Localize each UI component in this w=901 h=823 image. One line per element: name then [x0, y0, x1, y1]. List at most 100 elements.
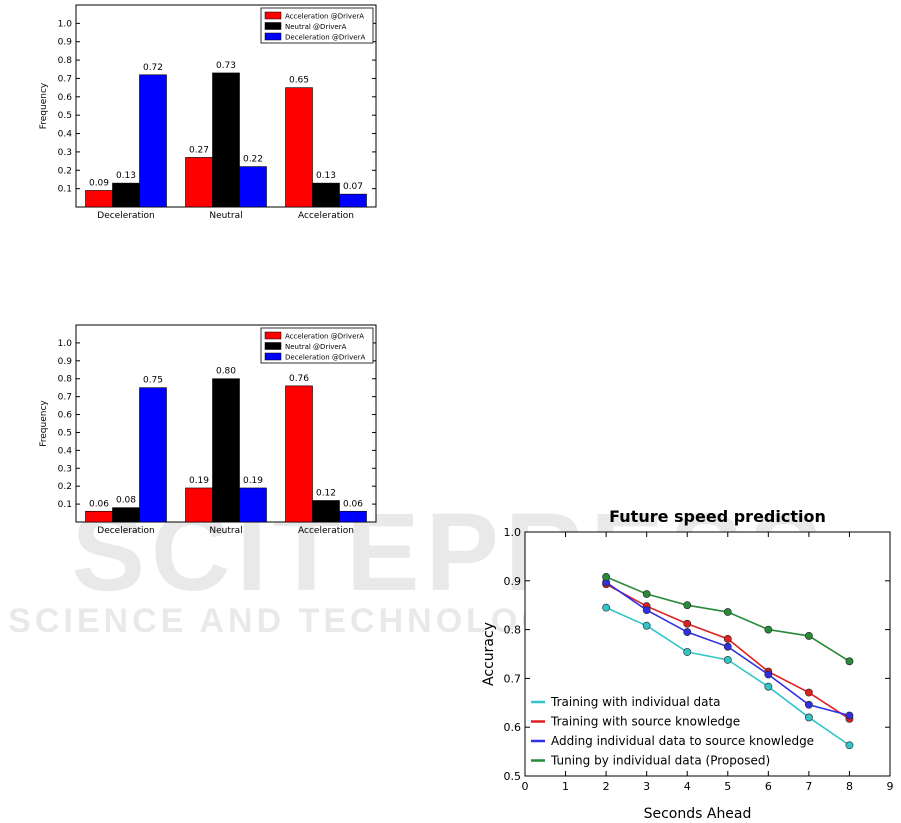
y-tick-label: 0.9: [58, 357, 73, 367]
bar: [139, 387, 167, 523]
bar-data-label: 0.80: [216, 367, 236, 377]
bar: [285, 385, 313, 523]
x-tick-label: Neutral: [209, 211, 242, 221]
legend-label: Neutral @DriverA: [285, 23, 347, 31]
bar: [339, 193, 367, 208]
y-tick-label: 0.9: [504, 575, 522, 588]
data-point: [764, 682, 773, 691]
bar: [185, 157, 213, 208]
y-tick-label: 0.7: [58, 393, 72, 403]
x-tick-label: 4: [684, 780, 691, 793]
y-axis-label: Accuracy: [481, 622, 497, 686]
data-point: [683, 601, 692, 610]
legend-label: Deceleration @DriverA: [285, 354, 365, 362]
y-tick-label: 0.3: [58, 464, 72, 474]
data-point: [804, 632, 813, 640]
bar: [239, 487, 267, 523]
data-point: [683, 648, 692, 656]
data-point: [723, 634, 732, 643]
y-tick-label: 0.6: [504, 721, 522, 734]
chart-title: Future speed prediction: [609, 507, 826, 526]
y-tick-label: 0.8: [58, 375, 73, 385]
y-tick-label: 0.5: [58, 428, 72, 438]
bar: [85, 510, 113, 523]
plot-frame: [524, 531, 891, 777]
line-chart-speed-prediction: Future speed prediction 0 1 2 3 4 5 6 7 8 9 0.5 0.6 0…: [481, 507, 894, 822]
y-tick-label: 0.5: [504, 770, 522, 783]
y-tick-label: 1.0: [504, 526, 522, 539]
bar-data-label: 0.76: [289, 374, 309, 384]
x-tick-label: Deceleration: [97, 526, 154, 536]
y-axis-label: Frequency: [39, 400, 49, 447]
legend-swatch: [264, 11, 282, 20]
legend-swatch: [264, 22, 282, 30]
bar-data-label: 0.09: [89, 178, 109, 188]
bar: [285, 87, 313, 208]
legend-label: Training with individual data: [550, 695, 721, 709]
legend-label: Neutral @DriverA: [285, 343, 347, 351]
bar-data-label: 0.13: [316, 171, 336, 181]
data-point: [845, 711, 854, 720]
data-point: [723, 608, 732, 616]
legend-label: Adding individual data to source knowled…: [551, 734, 814, 748]
y-tick-label: 0.8: [58, 56, 73, 66]
x-tick-label: 2: [603, 780, 610, 793]
y-tick-label: 0.6: [58, 93, 73, 103]
bar: [339, 510, 367, 523]
legend-label: Deceleration @DriverA: [285, 34, 365, 42]
y-tick-label: 0.7: [504, 672, 522, 685]
x-tick-label: 7: [805, 780, 812, 793]
x-tick-label: 9: [887, 780, 894, 793]
legend-swatch: [264, 32, 282, 41]
x-tick-label: 5: [724, 780, 731, 793]
x-axis-label: Seconds Ahead: [644, 806, 752, 822]
bar-data-label: 0.19: [189, 476, 209, 486]
y-tick-label: 0.4: [58, 446, 73, 456]
bar-data-label: 0.08: [116, 496, 136, 506]
y-tick-label: 0.6: [58, 411, 73, 421]
legend-label: Training with source knowledge: [550, 715, 740, 729]
x-tick-label: Neutral: [209, 526, 242, 536]
bar-chart-bottom: 0.1 0.2 0.3 0.4 0.5 0.6 0.7 0.8 0.9 1.0 Frequency 0…: [39, 324, 377, 536]
bar-data-label: 0.06: [89, 499, 109, 509]
bar: [212, 378, 240, 523]
data-point: [642, 621, 651, 630]
data-point: [804, 688, 813, 697]
y-tick-label: 0.8: [504, 624, 522, 637]
data-point: [845, 741, 854, 750]
x-tick-label: Deceleration: [97, 211, 154, 221]
x-tick-label: 6: [765, 780, 772, 793]
legend-swatch: [264, 352, 282, 361]
y-tick-label: 0.1: [58, 185, 72, 195]
x-tick-label: Acceleration: [298, 526, 354, 536]
legend-swatch: [264, 342, 282, 350]
bar-data-label: 0.19: [243, 476, 263, 486]
x-tick-label: 8: [846, 780, 853, 793]
y-tick-label: 0.5: [58, 111, 72, 121]
legend-label: Acceleration @DriverA: [285, 13, 364, 21]
data-point: [602, 572, 611, 581]
x-tick-label: Acceleration: [298, 211, 354, 221]
bar-data-label: 0.12: [316, 489, 336, 499]
data-point: [642, 606, 651, 614]
data-point: [723, 642, 732, 651]
bar-data-label: 0.75: [143, 376, 163, 386]
bar: [139, 74, 167, 208]
legend-label: Tuning by individual data (Proposed): [550, 754, 770, 768]
data-point: [602, 603, 611, 612]
bar-data-label: 0.72: [143, 63, 163, 73]
y-tick-label: 0.7: [58, 74, 72, 84]
x-tick-label: 1: [562, 780, 569, 793]
data-point: [845, 657, 854, 666]
bar-data-label: 0.73: [216, 61, 236, 71]
legend-label: Acceleration @DriverA: [285, 333, 364, 341]
bar-data-label: 0.06: [343, 499, 363, 509]
bar-chart-top: 0.1 0.2 0.3 0.4 0.5 0.6 0.7 0.8 0.9 1.0 Frequency 0…: [39, 4, 377, 221]
bar-data-label: 0.13: [116, 171, 136, 181]
y-tick-label: 0.4: [58, 130, 73, 140]
x-tick-label: 3: [643, 780, 650, 793]
legend-swatch: [264, 331, 282, 340]
y-tick-label: 0.9: [58, 38, 73, 48]
data-point: [723, 655, 732, 664]
